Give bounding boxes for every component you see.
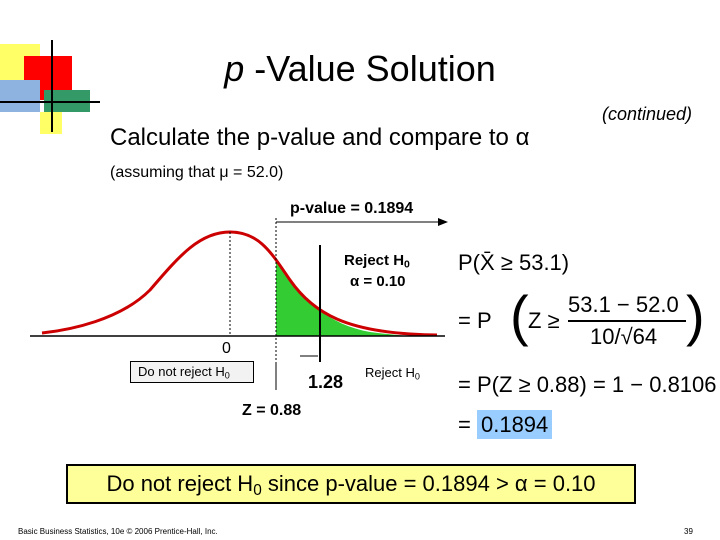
z-statistic-label: Z = 0.88	[242, 402, 302, 419]
eq4-prefix: =	[458, 412, 471, 437]
reject-label-sub: 0	[404, 258, 410, 271]
conclusion-part2: since p-value = 0.1894 > α = 0.10	[261, 471, 596, 496]
conclusion-sub: 0	[253, 481, 262, 499]
zero-label: 0	[222, 340, 231, 357]
heading-text: Calculate the p-value and compare to α	[110, 124, 529, 152]
page-number: 39	[684, 527, 693, 536]
pvalue-label: p-value = 0.1894	[290, 200, 414, 217]
alpha-label: α = 0.10	[350, 273, 406, 290]
title-rest: -Value Solution	[244, 48, 496, 89]
equation-line-1: P(X̄ ≥ 53.1)	[458, 250, 570, 275]
reject-small-sub: 0	[414, 371, 420, 382]
eq2-z: Z ≥	[528, 308, 560, 333]
do-not-reject-text: Do not reject H	[138, 364, 225, 379]
reject-small-label: Reject H0	[365, 365, 420, 381]
eq2-fraction-bar	[568, 320, 686, 322]
eq2-prefix: = P	[458, 308, 492, 333]
alpha-symbol: α	[515, 124, 530, 151]
eq2-denominator: 10/√64	[590, 324, 658, 349]
assumption-text: (assuming that μ = 52.0)	[110, 164, 284, 181]
heading-main: Calculate the p-value and compare to	[110, 124, 516, 151]
reject-region-label: Reject H0	[344, 252, 410, 271]
continued-label: (continued)	[602, 104, 693, 124]
deco-horizontal-line	[0, 101, 100, 103]
do-not-reject-box: Do not reject H0	[130, 361, 254, 383]
slide-title: p -Value Solution	[0, 48, 720, 90]
reject-small-text: Reject H	[365, 365, 415, 380]
conclusion-part1: Do not reject H	[106, 471, 254, 496]
deco-blue-square	[0, 80, 40, 112]
deco-vertical-line	[51, 40, 53, 132]
corner-decoration	[0, 0, 100, 140]
eq4-highlighted-value: 0.1894	[476, 410, 553, 439]
shaded-pvalue-region	[276, 261, 410, 336]
title-italic-p: p	[224, 48, 245, 89]
do-not-reject-sub: 0	[224, 370, 230, 381]
normal-curve	[41, 230, 438, 337]
eq2-bracket-open: (	[510, 284, 529, 347]
reject-label-text: Reject H	[344, 252, 405, 269]
conclusion-box: Do not reject H0 since p-value = 0.1894 …	[66, 464, 636, 504]
equation-line-4: = 0.1894	[458, 410, 553, 439]
eq2-bracket-close: )	[686, 284, 705, 347]
footer-text: Basic Business Statistics, 10e © 2006 Pr…	[18, 527, 218, 536]
eq2-numerator: 53.1 − 52.0	[568, 292, 679, 317]
critical-value-label: 1.28	[308, 372, 344, 392]
pvalue-arrowhead	[438, 218, 448, 226]
equation-line-3: = P(Z ≥ 0.88) = 1 − 0.8106	[458, 372, 717, 397]
